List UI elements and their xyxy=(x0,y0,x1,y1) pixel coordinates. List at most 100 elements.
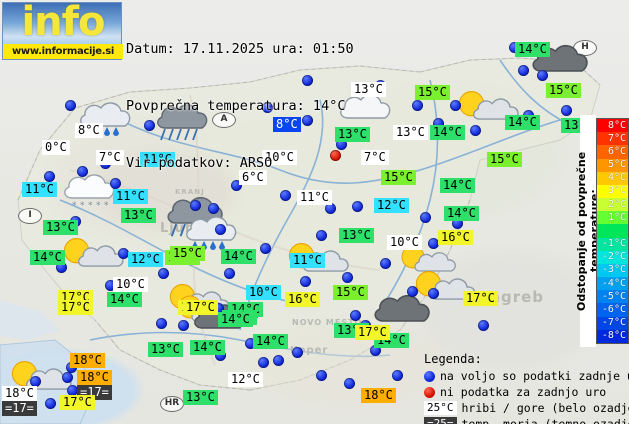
station-dot[interactable] xyxy=(245,338,256,349)
station-dot[interactable] xyxy=(208,203,219,214)
temperature-label: 14°C xyxy=(440,178,475,193)
station-dot[interactable] xyxy=(258,357,269,368)
scale-band: 2°C xyxy=(597,198,628,212)
temperature-label: 14°C xyxy=(505,115,540,130)
temperature-label: 15°C xyxy=(381,170,416,185)
station-dot[interactable] xyxy=(325,203,336,214)
station-dot[interactable] xyxy=(30,376,41,387)
station-dot[interactable] xyxy=(316,230,327,241)
station-dot[interactable] xyxy=(537,70,548,81)
station-dot[interactable] xyxy=(44,171,55,182)
station-dot[interactable] xyxy=(144,120,155,131)
station-dot[interactable] xyxy=(215,224,226,235)
temperature-label: 16°C xyxy=(285,292,320,307)
legend-item-text: hribi / gore (belo ozadje) xyxy=(461,400,629,415)
legend-swatch: 25°C xyxy=(424,401,457,415)
station-dot[interactable] xyxy=(77,166,88,177)
station-dot[interactable] xyxy=(273,355,284,366)
country-marker-h: H xyxy=(573,40,597,56)
station-dot[interactable] xyxy=(231,180,242,191)
station-dot[interactable] xyxy=(344,378,355,389)
logo-url: www.informacije.si xyxy=(3,44,123,59)
scale-band: -3°C xyxy=(597,263,628,278)
station-dot[interactable] xyxy=(302,75,313,86)
temperature-label: 13°C xyxy=(339,228,374,243)
station-dot-no-data[interactable] xyxy=(330,150,341,161)
station-dot[interactable] xyxy=(262,102,273,113)
legend-swatch: =25= xyxy=(424,417,457,424)
header-date: Datum: 17.11.2025 ura: 01:50 xyxy=(126,41,354,57)
station-dot[interactable] xyxy=(420,212,431,223)
station-dot[interactable] xyxy=(478,320,489,331)
svg-text:*: * xyxy=(104,201,109,211)
station-dot[interactable] xyxy=(156,318,167,329)
scale-band-label: -5°C xyxy=(601,290,626,302)
station-dot[interactable] xyxy=(433,118,444,129)
temperature-label: 11°C xyxy=(113,189,148,204)
station-dot[interactable] xyxy=(213,303,224,314)
temperature-label: 15°C xyxy=(170,246,205,261)
station-dot[interactable] xyxy=(518,65,529,76)
station-dot[interactable] xyxy=(352,201,363,212)
station-dot[interactable] xyxy=(302,115,313,126)
scale-band: -6°C xyxy=(597,303,628,317)
scale-band-label: 5°C xyxy=(607,159,626,171)
station-dot[interactable] xyxy=(215,350,226,361)
station-dot[interactable] xyxy=(336,139,347,150)
station-dot[interactable] xyxy=(56,262,67,273)
station-dot[interactable] xyxy=(412,100,423,111)
temperature-label: 15°C xyxy=(333,285,368,300)
temperature-label: 17°C xyxy=(183,300,218,315)
station-dot[interactable] xyxy=(450,100,461,111)
site-logo[interactable]: info www.informacije.si xyxy=(2,0,123,60)
station-dot[interactable] xyxy=(428,238,439,249)
station-dot[interactable] xyxy=(561,105,572,116)
sea-temperature-label: =17= xyxy=(2,401,37,416)
station-dot[interactable] xyxy=(118,248,129,259)
station-dot[interactable] xyxy=(110,178,121,189)
station-dot[interactable] xyxy=(470,125,481,136)
temperature-label: 11°C xyxy=(140,152,175,167)
station-dot[interactable] xyxy=(280,190,291,201)
station-dot[interactable] xyxy=(62,372,73,383)
legend-rows: na voljo so podatki zadnje ure ni podatka… xyxy=(424,368,629,424)
scale-band: -2°C xyxy=(597,250,628,264)
temperature-label: 15°C xyxy=(487,152,522,167)
station-dot[interactable] xyxy=(105,280,116,291)
station-dot[interactable] xyxy=(509,42,520,53)
station-dot[interactable] xyxy=(370,345,381,356)
station-dot[interactable] xyxy=(300,276,311,287)
country-marker-i: I xyxy=(18,208,42,224)
scale-band-label: 1°C xyxy=(607,211,626,223)
temperature-label: 15°C xyxy=(546,83,581,98)
station-dot[interactable] xyxy=(65,100,76,111)
legend-item-text: temp. morja (temno ozadje) xyxy=(461,416,629,424)
station-dot[interactable] xyxy=(342,272,353,283)
temperature-label: 18°C xyxy=(77,370,112,385)
station-dot[interactable] xyxy=(392,370,403,381)
svg-text:*: * xyxy=(80,201,85,211)
temperature-label: 8°C xyxy=(273,117,301,132)
temperature-label: 8°C xyxy=(75,123,103,138)
station-dot[interactable] xyxy=(178,320,189,331)
station-dot[interactable] xyxy=(350,310,361,321)
scale-band-label: -8°C xyxy=(601,330,626,342)
station-dot[interactable] xyxy=(45,398,56,409)
scale-band: 4°C xyxy=(597,171,628,185)
station-dot[interactable] xyxy=(380,258,391,269)
station-dot[interactable] xyxy=(407,286,418,297)
svg-text:*: * xyxy=(72,201,77,211)
station-dot[interactable] xyxy=(260,243,271,254)
station-dot[interactable] xyxy=(428,288,439,299)
temperature-label: 12°C xyxy=(228,372,263,387)
temperature-label: 10°C xyxy=(262,150,297,165)
station-dot[interactable] xyxy=(316,370,327,381)
station-dot[interactable] xyxy=(67,385,78,396)
station-dot[interactable] xyxy=(158,268,169,279)
station-dot[interactable] xyxy=(452,218,463,229)
temperature-label: 13°C xyxy=(183,390,218,405)
station-dot[interactable] xyxy=(224,268,235,279)
station-dot[interactable] xyxy=(292,347,303,358)
temperature-label: 14°C xyxy=(430,125,465,140)
station-dot[interactable] xyxy=(190,200,201,211)
